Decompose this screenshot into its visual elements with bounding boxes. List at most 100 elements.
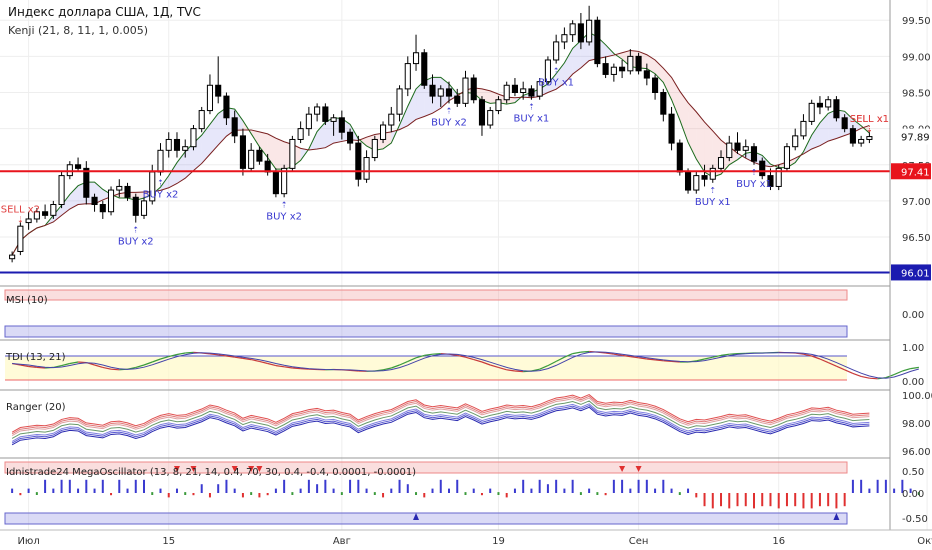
ma-band-bull xyxy=(185,143,194,179)
tdi-segment xyxy=(382,367,392,371)
tdi-segment xyxy=(102,366,112,370)
candle-body xyxy=(140,200,148,216)
tdi-segment xyxy=(836,365,845,371)
last-price-label: 97.89 xyxy=(901,133,930,144)
tdi-segment xyxy=(572,351,581,355)
tdi-segment xyxy=(720,353,730,356)
candle xyxy=(75,157,82,172)
candle xyxy=(841,114,848,133)
candle-body xyxy=(297,128,304,140)
candle-body xyxy=(495,99,502,112)
candles[interactable] xyxy=(9,5,873,263)
sell-arrow: ⇣ xyxy=(866,125,873,134)
tdi-segment xyxy=(94,364,103,368)
tdi-segment xyxy=(613,353,623,356)
candle xyxy=(586,5,593,46)
candle-body xyxy=(33,211,40,220)
ma-band-bull xyxy=(440,77,449,109)
tdi-segment xyxy=(160,356,169,360)
tdi-segment xyxy=(391,364,400,369)
tdi-segment xyxy=(432,353,441,355)
msi-lower-zone xyxy=(4,325,848,338)
candle-body xyxy=(132,196,139,216)
candle xyxy=(322,103,329,126)
tdi-segment xyxy=(168,353,178,358)
ma-band-bull xyxy=(53,205,62,222)
candle-body xyxy=(66,164,73,177)
candle-body xyxy=(9,254,16,260)
panel-tick-label: 0.00 xyxy=(902,377,924,388)
msi-upper-zone xyxy=(4,289,848,301)
candle xyxy=(396,85,403,122)
ranger-lower-band xyxy=(11,403,870,442)
ma-band-bull xyxy=(572,40,581,75)
candle xyxy=(676,139,683,176)
buy-arrow: ⇡ xyxy=(132,226,139,235)
buy-signal-label: BUY x1 xyxy=(695,197,731,208)
ma-band-bear xyxy=(696,111,705,172)
candle xyxy=(223,92,230,126)
candle-body xyxy=(800,120,807,137)
candle xyxy=(594,16,601,68)
candle-body xyxy=(281,167,288,195)
candle xyxy=(553,34,560,64)
candle-body xyxy=(248,149,255,169)
buy-signal-label: BUY x2 xyxy=(143,190,179,201)
candle-body xyxy=(792,135,799,148)
candle xyxy=(445,81,453,104)
candle-body xyxy=(676,142,683,173)
tdi-segment xyxy=(630,356,639,359)
candle xyxy=(734,132,741,154)
candle xyxy=(643,63,650,86)
candle-body xyxy=(684,171,692,191)
ma-band-bear xyxy=(704,122,713,178)
last-price-label-bg xyxy=(891,128,931,145)
mega-buy-marker xyxy=(413,513,420,520)
candle-body xyxy=(709,167,716,180)
tdi-segment xyxy=(827,362,837,367)
tdi-segment xyxy=(218,354,227,357)
buy-signal-label: BUY x1 xyxy=(736,179,772,190)
candle xyxy=(380,121,387,144)
candle xyxy=(668,106,675,151)
tdi-segment xyxy=(564,353,573,358)
candle xyxy=(190,125,197,151)
tdi-segment xyxy=(251,359,260,362)
trade-signals: SELL x2⇣⇡BUY x2⇡BUY x2⇡BUY x2⇡BUY x2⇡BUY… xyxy=(1,67,889,248)
candle xyxy=(91,193,98,212)
tdi-segment xyxy=(28,365,37,368)
tdi-segment xyxy=(69,361,79,365)
candle-body xyxy=(190,128,197,148)
candle-body xyxy=(643,70,650,79)
candle-body xyxy=(338,117,345,133)
candle-body xyxy=(520,88,527,93)
candle xyxy=(198,106,205,133)
candle xyxy=(569,20,576,42)
panel-tick-label: 98.00 xyxy=(902,419,931,430)
tdi-segment xyxy=(803,353,812,357)
candle-body xyxy=(396,88,403,115)
candle xyxy=(58,171,65,209)
candle-body xyxy=(454,95,461,104)
candle-body xyxy=(586,19,593,43)
ranger-mid-line xyxy=(11,400,870,439)
tdi-segment xyxy=(300,368,309,370)
candle-body xyxy=(825,99,832,108)
candle xyxy=(619,59,626,79)
tdi-segment xyxy=(622,354,631,358)
candle-body xyxy=(726,142,733,159)
candle xyxy=(165,132,172,158)
candle-body xyxy=(652,77,659,93)
tdi-segment xyxy=(506,369,516,372)
ranger-upper-band xyxy=(11,397,870,437)
candle-body xyxy=(223,95,230,119)
mega-sell-marker xyxy=(231,466,238,472)
tdi-segment xyxy=(407,357,417,362)
candle-body xyxy=(165,138,172,151)
ma-band-bull xyxy=(564,48,573,84)
candle-body xyxy=(742,146,749,151)
ma-band-bear xyxy=(646,54,656,74)
candle xyxy=(421,49,428,89)
tdi-segment xyxy=(704,356,713,360)
